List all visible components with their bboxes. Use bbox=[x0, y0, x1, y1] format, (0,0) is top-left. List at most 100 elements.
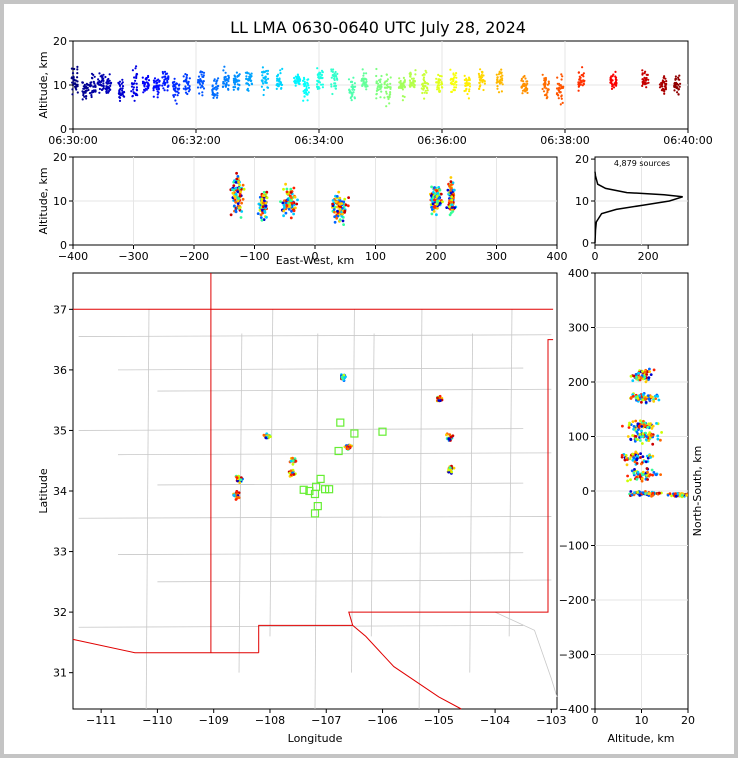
source-point bbox=[402, 76, 405, 79]
source-point bbox=[644, 460, 648, 464]
source-point bbox=[105, 90, 108, 93]
source-point bbox=[526, 82, 529, 85]
source-point bbox=[217, 84, 220, 88]
source-point bbox=[662, 76, 665, 79]
source-point bbox=[238, 183, 242, 187]
source-point bbox=[331, 92, 334, 96]
source-point bbox=[436, 191, 440, 195]
panel-plan-ylabel: Latitude bbox=[37, 468, 50, 514]
source-point bbox=[657, 398, 661, 402]
source-point bbox=[306, 93, 309, 96]
source-point bbox=[648, 370, 651, 373]
source-point bbox=[496, 80, 499, 84]
source-point bbox=[643, 76, 646, 79]
source-point bbox=[232, 88, 235, 91]
source-point bbox=[445, 433, 448, 437]
source-point bbox=[212, 96, 215, 99]
ns-height-ytick-label: 300 bbox=[568, 322, 589, 335]
source-point bbox=[71, 93, 74, 96]
source-point bbox=[71, 72, 75, 75]
source-point bbox=[97, 78, 100, 81]
source-point bbox=[463, 78, 466, 82]
source-point bbox=[643, 370, 647, 374]
source-point bbox=[174, 87, 177, 90]
source-point bbox=[102, 73, 105, 76]
source-point bbox=[331, 199, 335, 202]
source-point bbox=[186, 82, 189, 85]
source-point bbox=[379, 87, 382, 90]
county-line bbox=[157, 482, 524, 486]
source-point bbox=[265, 78, 268, 81]
source-point bbox=[118, 96, 121, 99]
source-point bbox=[543, 77, 546, 80]
source-point bbox=[269, 435, 272, 438]
source-point bbox=[225, 83, 228, 86]
source-point bbox=[152, 87, 155, 90]
time-height-ytick-label: 0 bbox=[60, 123, 67, 136]
source-point bbox=[466, 82, 469, 86]
source-point bbox=[216, 92, 219, 95]
panel-time-height-ylabel: Altitude, km bbox=[37, 51, 50, 118]
source-point bbox=[305, 85, 308, 88]
source-point bbox=[162, 87, 165, 90]
source-point bbox=[172, 83, 175, 86]
source-point bbox=[334, 82, 337, 85]
source-point bbox=[175, 102, 178, 105]
source-point bbox=[332, 68, 335, 71]
source-point bbox=[632, 394, 635, 398]
source-point bbox=[676, 492, 679, 495]
source-point bbox=[375, 80, 378, 83]
county-line bbox=[370, 333, 375, 637]
panel-plan-xlabel: Longitude bbox=[288, 732, 343, 745]
source-point bbox=[232, 493, 236, 497]
source-point bbox=[92, 80, 95, 83]
source-point bbox=[232, 184, 236, 188]
ns-height-xtick-label: 20 bbox=[681, 714, 695, 727]
source-point bbox=[447, 470, 451, 474]
source-point bbox=[120, 82, 123, 85]
source-point bbox=[117, 82, 121, 85]
source-point bbox=[152, 79, 155, 82]
source-point bbox=[614, 75, 617, 78]
source-point bbox=[289, 187, 293, 191]
source-point bbox=[414, 69, 417, 72]
source-point bbox=[633, 439, 637, 443]
source-point bbox=[468, 85, 472, 88]
source-point bbox=[232, 188, 236, 192]
source-point bbox=[421, 91, 424, 95]
source-point bbox=[449, 191, 453, 195]
source-point bbox=[438, 74, 442, 78]
source-point bbox=[634, 373, 638, 376]
source-point bbox=[291, 456, 294, 460]
source-point bbox=[609, 79, 612, 82]
source-point bbox=[634, 419, 638, 423]
source-point bbox=[615, 84, 618, 87]
source-point bbox=[102, 77, 105, 80]
source-point bbox=[435, 213, 438, 217]
time-height-ytick-label: 10 bbox=[53, 79, 67, 92]
source-point bbox=[259, 216, 263, 220]
source-point bbox=[346, 204, 350, 208]
source-point bbox=[446, 188, 450, 192]
source-point bbox=[614, 78, 617, 81]
source-point bbox=[102, 82, 105, 85]
source-point bbox=[76, 91, 79, 94]
ns-height-ytick-label: 100 bbox=[568, 431, 589, 444]
source-point bbox=[238, 192, 242, 196]
source-point bbox=[335, 75, 338, 78]
source-point bbox=[664, 77, 667, 80]
source-point bbox=[135, 88, 138, 91]
source-point bbox=[291, 201, 294, 205]
source-point bbox=[432, 191, 435, 194]
source-point bbox=[135, 76, 138, 80]
source-point bbox=[659, 473, 662, 476]
source-point bbox=[284, 182, 287, 186]
source-point bbox=[453, 86, 456, 89]
source-point bbox=[466, 92, 469, 96]
source-point bbox=[643, 72, 646, 75]
source-point bbox=[163, 70, 167, 73]
source-point bbox=[674, 494, 678, 498]
source-point bbox=[439, 201, 442, 205]
source-point bbox=[437, 186, 441, 189]
source-point bbox=[102, 84, 105, 87]
